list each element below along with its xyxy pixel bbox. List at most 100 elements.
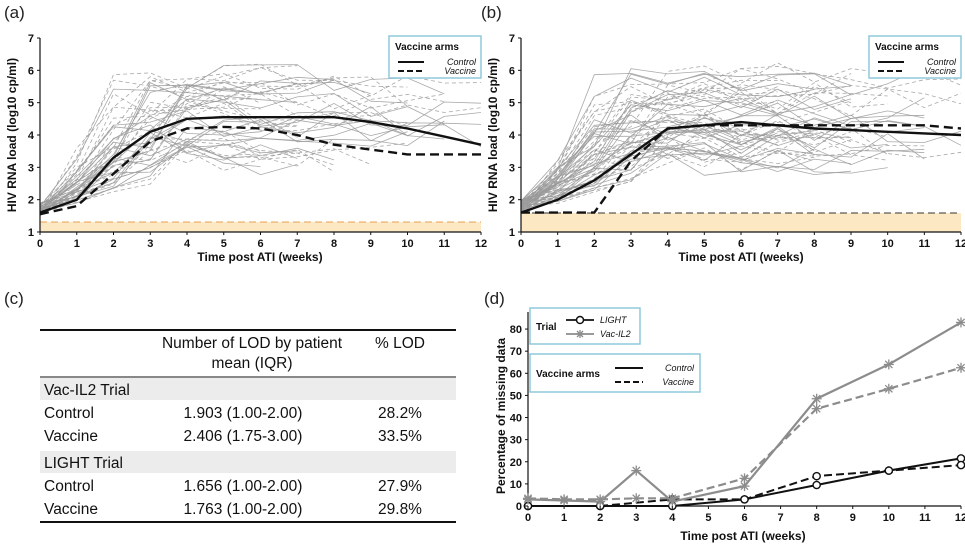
chart-b-series-control	[520, 120, 962, 214]
chart-d-series	[523, 317, 965, 511]
y-tick-label: 2	[28, 195, 34, 207]
y-tick-label: 2	[509, 195, 515, 207]
individual-trajectory	[520, 134, 888, 201]
table-group-vac-il2-title: Vac-IL2 Trial	[44, 382, 130, 399]
x-tick-label: 11	[919, 512, 931, 524]
x-tick-label: 4	[184, 238, 191, 250]
x-tick-label: 2	[110, 238, 116, 250]
table-group-light-bg	[40, 451, 456, 473]
chart-d-point-vac-il2-vaccine	[667, 493, 678, 504]
chart-a-y-axis-title: HIV RNA load (log10 cp/ml)	[5, 58, 19, 212]
x-tick-label: 4	[665, 238, 672, 250]
individual-trajectory	[39, 79, 335, 208]
y-tick-label: 1	[509, 227, 515, 239]
chart-d-point-vac-il2-vaccine	[811, 403, 822, 414]
individual-trajectory	[39, 81, 371, 210]
individual-trajectory	[520, 147, 815, 202]
table-row-vac-il2-vaccine-arm: Vaccine	[44, 428, 98, 445]
chart-a-legend-box	[388, 35, 482, 79]
individual-trajectory	[39, 124, 298, 211]
chart-d-point-vac-il2-vaccine	[523, 493, 533, 504]
chart-d-legend-trial-title: Trial	[536, 322, 557, 333]
x-tick-label: 8	[814, 512, 820, 524]
individual-trajectory	[520, 85, 852, 203]
table-row-light-control-lod: 1.656 (1.00-2.00)	[184, 478, 303, 495]
x-tick-label: 1	[74, 238, 80, 250]
individual-trajectory	[39, 119, 408, 211]
chart-b-y-axis-title: HIV RNA load (log10 cp/ml)	[486, 58, 500, 212]
y-tick-label: 0	[516, 501, 522, 513]
table-row-vac-il2-vaccine-pct: 33.5%	[378, 428, 422, 445]
individual-trajectory	[520, 112, 852, 204]
table-row-light-vaccine-arm: Vaccine	[44, 501, 98, 518]
individual-trajectory	[39, 100, 371, 216]
individual-trajectory	[39, 115, 482, 211]
individual-trajectory	[520, 97, 925, 206]
chart-d-point-vac-il2-vaccine	[595, 494, 606, 505]
individual-trajectory	[520, 120, 888, 213]
individual-trajectory	[39, 86, 261, 213]
x-tick-label: 7	[294, 238, 300, 250]
chart-d-point-vac-il2-control	[631, 465, 642, 476]
table-row-light-vaccine-lod: 1.763 (1.00-2.00)	[184, 501, 303, 518]
individual-trajectory	[520, 95, 852, 211]
y-tick-label: 70	[510, 346, 522, 358]
table-row-vac-il2-control-lod: 1.903 (1.00-2.00)	[184, 405, 303, 422]
table-row-light-control-arm: Control	[44, 478, 94, 495]
chart-b-legend-control-label: Control	[927, 57, 957, 67]
x-tick-label: 3	[633, 512, 639, 524]
x-tick-label: 9	[850, 512, 856, 524]
chart-a-x-axis-title: Time post ATI (weeks)	[197, 250, 322, 264]
individual-trajectory	[39, 148, 335, 214]
y-tick-label: 50	[510, 390, 522, 402]
chart-d-legend-light-label: LIGHT	[600, 315, 628, 325]
individual-trajectory	[520, 83, 778, 205]
individual-trajectory	[520, 114, 852, 211]
chart-d-legend-arms: Vaccine arms Control Vaccine	[529, 353, 701, 393]
x-tick-label: 3	[628, 238, 634, 250]
individual-trajectory	[520, 137, 962, 202]
chart-d-point-light-vaccine	[884, 466, 894, 475]
chart-b-legend-vaccine-label: Vaccine	[924, 66, 956, 76]
individual-trajectory	[39, 80, 298, 211]
x-tick-label: 6	[741, 512, 747, 524]
individual-trajectory	[520, 143, 852, 204]
panel-a-label: (a)	[4, 3, 25, 22]
chart-d-legend-arms-box	[529, 353, 701, 393]
chart-d-legend-trial: Trial LIGHT Vac-IL2	[529, 307, 641, 345]
table-header-pct: % LOD	[375, 335, 425, 352]
individual-trajectory	[520, 149, 888, 207]
chart-d-point-light-vaccine	[812, 471, 821, 481]
y-tick-label: 6	[28, 65, 34, 77]
individual-trajectory	[520, 88, 852, 203]
y-tick-label: 7	[509, 33, 515, 45]
x-tick-label: 5	[701, 238, 707, 250]
individual-trajectory	[520, 68, 852, 202]
x-tick-label: 9	[848, 238, 854, 250]
individual-trajectory	[520, 82, 888, 205]
y-tick-label: 3	[28, 162, 34, 174]
individual-trajectory	[520, 127, 888, 202]
x-tick-label: 0	[37, 238, 43, 250]
x-tick-label: 11	[438, 238, 450, 250]
individual-trajectory	[520, 147, 925, 202]
y-tick-label: 4	[28, 130, 35, 142]
x-tick-label: 6	[257, 238, 263, 250]
individual-trajectory	[520, 148, 925, 204]
individual-trajectory	[39, 91, 482, 209]
individual-trajectory	[520, 128, 815, 209]
individual-trajectory	[39, 104, 261, 211]
chart-d-point-vac-il2-vaccine	[631, 493, 642, 504]
x-tick-label: 8	[331, 238, 337, 250]
chart-a-legend-control-label: Control	[447, 57, 477, 67]
y-tick-label: 30	[510, 435, 522, 447]
x-tick-label: 12	[475, 238, 487, 250]
chart-d-legend-vac-il2-marker	[576, 330, 584, 338]
y-tick-label: 7	[28, 33, 34, 45]
panel-d-label: (d)	[484, 289, 505, 308]
y-tick-label: 40	[510, 413, 522, 425]
